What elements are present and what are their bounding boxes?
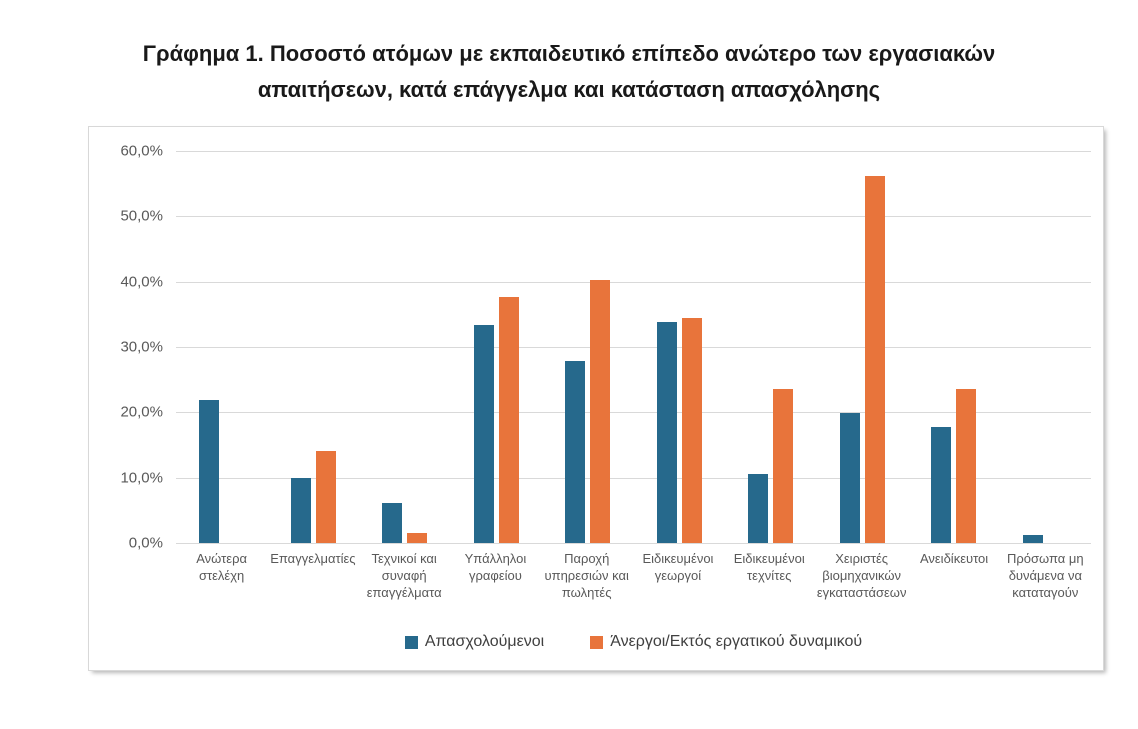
x-axis-label: Τεχνικοί και συναφή επαγγέλματα [366,551,442,600]
bar-employed [382,503,403,543]
gridline [176,281,1091,283]
bar-employed [839,413,860,543]
y-axis-tick-label: 50,0% [120,207,163,225]
x-axis-label: Πρόσωπα μη δυνάμενα να καταταγούν [1007,551,1084,600]
bar-employed [931,426,952,543]
gridline [176,477,1091,479]
x-axis-label: Ειδικευμένοι γεωργοί [642,551,714,583]
chart-frame: 0,0% 10,0% 20,0% 30,0% 40,0% 50,0% 60,0% Ανώτε… [88,126,1104,671]
bar-employed [565,360,586,543]
y-axis: 0,0% 10,0% 20,0% 30,0% 40,0% 50,0% 60,0% [89,143,163,552]
legend: Απασχολούμενοι Άνεργοι/Εκτός εργατικού δυ… [176,633,1091,651]
bar-group [268,151,360,543]
legend-item: Άνεργοι/Εκτός εργατικού δυναμικού [590,633,862,651]
x-axis-label: Ειδικευμένοι τεχνίτες [733,551,805,583]
gridline [176,151,1091,152]
chart-title: Γράφημα 1. Ποσοστό ατόμων με εκπαιδευτικ… [0,36,1138,107]
legend-item: Απασχολούμενοι [404,633,545,651]
y-axis-tick-label: 40,0% [120,273,163,291]
x-axis: Ανώτερα στελέχη Επαγγελματίες Τεχνικοί και… [176,551,1091,602]
y-axis-tick-label: 20,0% [120,403,163,421]
bar-group [725,151,817,543]
bar-unemployed [590,280,611,543]
x-axis-label: Ανώτερα στελέχη [196,551,247,583]
bar-unemployed [773,389,794,543]
bar-employed [473,324,494,543]
x-axis-label: Ανειδίκευτοι [919,551,989,566]
chart-title-text: Γράφημα 1. Ποσοστό ατόμων με εκπαιδευτικ… [142,41,996,102]
bar-employed [656,321,677,543]
gridline [176,412,1091,414]
bar-unemployed [498,296,519,543]
bar-unemployed [864,176,885,543]
gridline [176,216,1091,218]
bar-unemployed [407,533,428,543]
bar-groups [176,151,1091,543]
bar-group [451,151,543,543]
gridline [176,543,1091,544]
bar-employed [199,399,220,543]
bar-group [908,151,1000,543]
bar-group [634,151,726,543]
x-axis-label: Επαγγελματίες [270,551,356,566]
bar-employed [1022,535,1043,543]
bar-employed [290,477,311,543]
x-axis-label: Παροχή υπηρεσιών και πωλητές [544,551,629,600]
bar-unemployed [315,450,336,543]
y-axis-tick-label: 60,0% [120,142,163,160]
legend-swatch-icon [404,635,418,649]
bar-unemployed [681,317,702,543]
bar-group [359,151,451,543]
x-axis-label: Υπάλληλοι γραφείου [464,551,527,583]
bar-unemployed [956,388,977,543]
y-axis-tick-label: 10,0% [120,469,163,487]
plot-area [176,151,1091,544]
x-axis-label: Χειριστές βιομηχανικών εγκαταστάσεων [816,551,907,600]
bar-employed [748,474,769,543]
bar-group [1000,151,1092,543]
y-axis-tick-label: 30,0% [120,338,163,356]
bar-group [542,151,634,543]
legend-label: Απασχολούμενοι [424,633,545,650]
bar-group [817,151,909,543]
legend-swatch-icon [590,635,604,649]
bar-group [176,151,268,543]
gridline [176,347,1091,348]
legend-label: Άνεργοι/Εκτός εργατικού δυναμικού [610,633,863,650]
y-axis-tick-label: 0,0% [128,534,163,552]
